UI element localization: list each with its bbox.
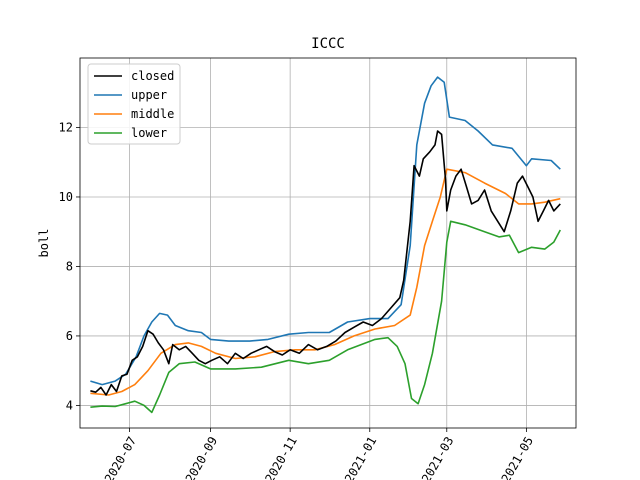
y-tick-label: 6 [66, 329, 73, 343]
series-layer [90, 76, 562, 414]
y-tick-label: 12 [59, 120, 73, 134]
chart-title: ICCC [311, 36, 345, 52]
grid [80, 58, 576, 428]
y-tick-label: 4 [66, 398, 73, 412]
series-line-closed [90, 130, 561, 396]
y-tick-label: 10 [59, 190, 73, 204]
series-line-middle [90, 168, 561, 396]
legend-box [87, 63, 181, 145]
legend: closed upper middle lower [87, 63, 181, 145]
legend-label-closed: closed [131, 69, 174, 83]
y-axis: 4 6 8 10 12 [59, 120, 80, 412]
plot-frame [79, 57, 577, 429]
y-tick-label: 8 [66, 259, 73, 273]
plot-area [90, 76, 562, 414]
legend-label-middle: middle [131, 107, 174, 121]
legend-label-lower: lower [131, 126, 167, 140]
series-line-lower [90, 220, 562, 414]
y-axis-label: boll [37, 229, 51, 258]
series-line-upper [90, 76, 561, 386]
legend-label-upper: upper [131, 88, 167, 102]
